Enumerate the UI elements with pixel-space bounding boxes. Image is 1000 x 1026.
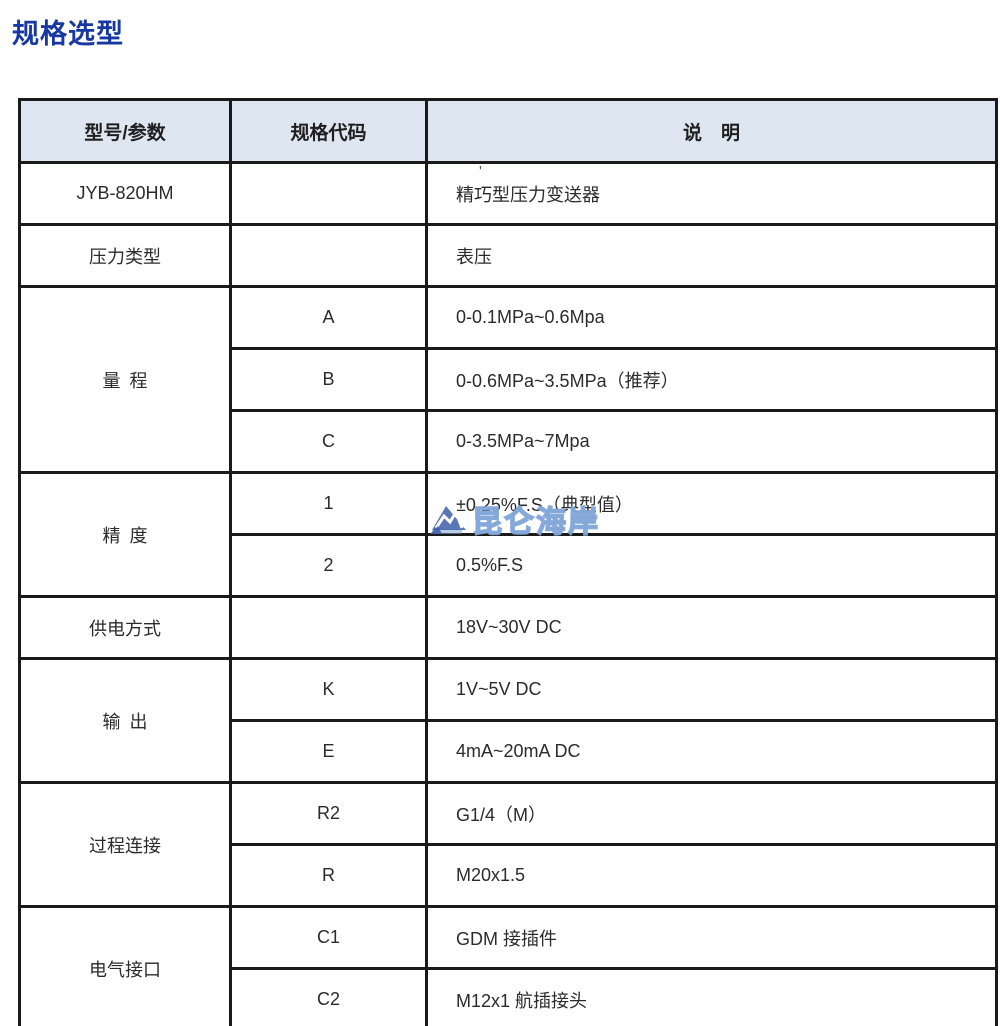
code-cell: E [229,719,428,784]
param-cell-model: JYB-820HM [18,161,232,226]
table-row: C 0-3.5MPa~7Mpa [20,409,998,474]
desc-cell: 18V~30V DC [425,595,998,660]
desc-cell: 精巧型压力变送器 [425,161,998,226]
code-cell [229,223,428,288]
desc-cell: 0-3.5MPa~7Mpa [425,409,998,474]
stray-artifact-mark: ' [479,163,482,180]
desc-cell: M20x1.5 [425,843,998,908]
desc-cell: 1V~5V DC [425,657,998,722]
header-cell-description: 说 明 [425,98,998,164]
code-cell: A [229,285,428,350]
table-row: 输 出 K 1V~5V DC [18,657,998,784]
table-row: 过程连接 R2 G1/4（M） [18,781,998,908]
code-cell: R [229,843,428,908]
code-cell: C2 [229,967,428,1026]
page-title: 规格选型 [12,19,124,49]
param-cell-output: 输 出 [18,657,232,784]
param-cell-electrical-interface: 电气接口 [18,905,232,1026]
table-row: C2 M12x1 航插接头 [20,967,998,1026]
table-row: 供电方式 18V~30V DC [18,595,998,660]
code-cell: 1 [229,471,428,536]
desc-cell: GDM 接插件 [425,905,998,970]
desc-cell: 0-0.1MPa~0.6Mpa [425,285,998,350]
code-cell: K [229,657,428,722]
table-header-row: 型号/参数 规格代码 说 明 [18,98,998,164]
table-row: R M20x1.5 [20,843,998,908]
param-cell-power-supply: 供电方式 [18,595,232,660]
spec-table: 型号/参数 规格代码 说 明 JYB-820HM 精巧型压力变送器 压力类型 表… [18,98,998,1026]
param-cell-process-connection: 过程连接 [18,781,232,908]
code-cell [229,161,428,226]
table-row: E 4mA~20mA DC [20,719,998,784]
code-cell: B [229,347,428,412]
desc-cell: 0-0.6MPa~3.5MPa（推荐） [425,347,998,412]
table-row: B 0-0.6MPa~3.5MPa（推荐） [20,347,998,412]
desc-cell: 4mA~20mA DC [425,719,998,784]
code-cell: 2 [229,533,428,598]
desc-cell: G1/4（M） [425,781,998,846]
param-cell-pressure-type: 压力类型 [18,223,232,288]
param-cell-accuracy: 精 度 [18,471,232,598]
table-row: 精 度 1 ±0.25%F.S（典型值） [18,471,998,598]
desc-cell: ±0.25%F.S（典型值） [425,471,998,536]
code-cell: C [229,409,428,474]
table-row: 量 程 A 0-0.1MPa~0.6Mpa [18,285,998,474]
header-cell-spec-code: 规格代码 [229,98,428,164]
desc-cell: 表压 [425,223,998,288]
param-cell-range: 量 程 [18,285,232,474]
desc-cell: M12x1 航插接头 [425,967,998,1026]
table-row: 2 0.5%F.S [20,533,998,598]
table-row: JYB-820HM 精巧型压力变送器 [18,161,998,226]
table-row: 电气接口 C1 GDM 接插件 [18,905,998,1026]
code-cell [229,595,428,660]
header-cell-model-param: 型号/参数 [18,98,232,164]
desc-cell: 0.5%F.S [425,533,998,598]
table-row: 压力类型 表压 [18,223,998,288]
code-cell: C1 [229,905,428,970]
code-cell: R2 [229,781,428,846]
logo-smudge [432,529,462,534]
